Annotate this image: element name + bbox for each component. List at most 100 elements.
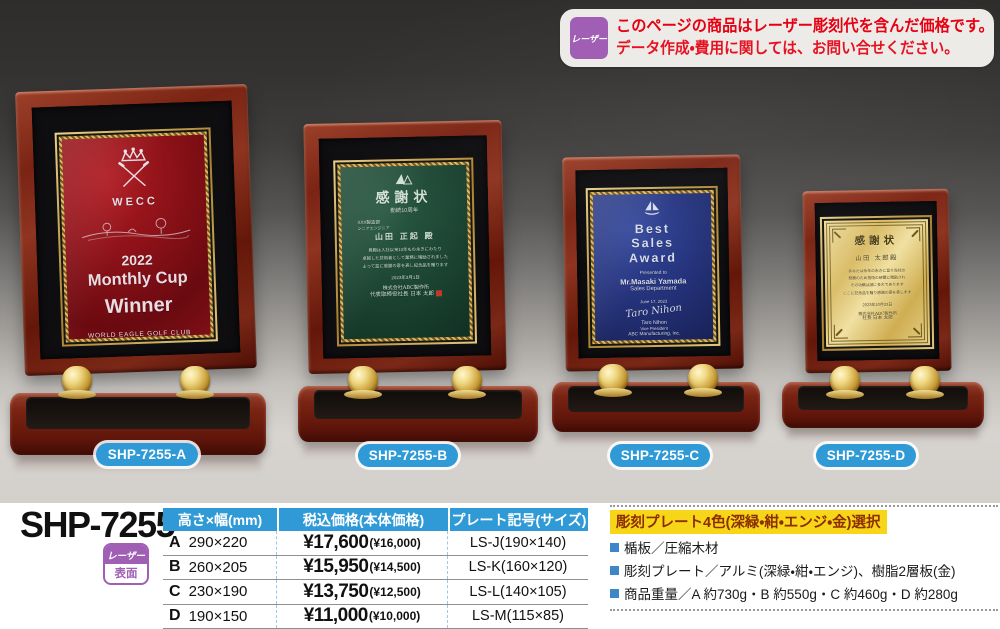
square-bullet-icon — [610, 589, 619, 598]
plate-d-body4: ここに記念品を贈り感謝の意を表します — [825, 289, 929, 298]
row-size: 230×190 — [189, 583, 248, 600]
gold-foot — [348, 366, 378, 396]
plate-d-signer: 社長 日本 太郎 — [826, 315, 930, 323]
plate-b: 感謝状 勤続10周年 XXX製造部 シニアエンジニア 山田 正起 殿 貴殿は入社… — [340, 165, 470, 340]
plate-b-subtitle: 勤続10周年 — [341, 206, 467, 216]
product-photo: レーザー このページの商品はレーザー彫刻代を含んだ価格です。 データ作成・費用に… — [0, 0, 1000, 503]
plate-d-title: 感謝状 — [824, 234, 928, 249]
plate-d-date: 2023年10月23日 — [825, 301, 929, 308]
product-d: 感謝状 山田 太郎殿 あなたは永年の永きに亘り当社の 発展のため技術の研鑽に精励… — [780, 186, 992, 472]
corner-ornament-icon — [908, 323, 922, 337]
row-price: ¥13,750 — [303, 581, 368, 603]
row-base-price: (¥16,000) — [369, 536, 420, 550]
plate-c-signature: Taro Nihon — [595, 299, 714, 326]
plate-b-date: 2023年3月1日 — [343, 274, 469, 282]
product-label-d-text: SHP-7255-D — [827, 448, 906, 463]
row-plate-code: LS-K(160×120) — [469, 559, 568, 575]
plate-d-body1: あなたは永年の永きに亘り当社の — [825, 267, 929, 276]
row-key: B — [169, 558, 181, 576]
header-size: 高さ×幅(mm) — [163, 508, 277, 531]
plate-c-title3: Award — [594, 250, 712, 266]
product-label-c-text: SHP-7255-C — [621, 448, 700, 463]
gold-foot — [598, 364, 628, 394]
row-base-price: (¥12,500) — [369, 585, 420, 599]
spec-note-item: 彫刻プレート／アルミ(深緑・紺・エンジ)、樹脂2層板(金) — [610, 560, 998, 580]
row-base-price: (¥14,500) — [369, 560, 420, 574]
product-label-c: SHP-7255-C — [610, 444, 710, 467]
plate-b-title: 感謝状 — [341, 189, 467, 209]
laser-badge-label: レーザー — [571, 32, 607, 45]
spec-note-item: 楯板／圧縮木材 — [610, 537, 998, 557]
seal-icon — [436, 291, 442, 297]
row-price: ¥15,950 — [303, 556, 368, 578]
corner-ornament-icon — [832, 229, 846, 243]
laser-surface-badge-bottom: 表面 — [105, 564, 147, 583]
plate-d-body3: その功績は誠に多大であります — [825, 281, 929, 290]
plate-c-title2: Sales — [594, 235, 712, 251]
corner-ornament-icon — [834, 325, 848, 339]
product-label-a: SHP-7255-A — [96, 443, 198, 466]
plaque-frame-d: 感謝状 山田 太郎殿 あなたは永年の永きに亘り当社の 発展のため技術の研鑽に精励… — [802, 189, 951, 374]
plaque-frame-b: 感謝状 勤続10周年 XXX製造部 シニアエンジニア 山田 正起 殿 貴殿は入社… — [303, 120, 506, 374]
crown-golf-clubs-icon — [106, 146, 162, 192]
laser-notice-line1: このページの商品はレーザー彫刻代を含んだ価格です。 — [616, 16, 994, 38]
row-plate-code: LS-L(140×105) — [469, 584, 566, 600]
plate-a-initials: WECC — [64, 194, 206, 213]
plate-c-name: Mr.Masaki Yamada — [594, 276, 712, 287]
engraved-border — [829, 224, 925, 342]
laser-surface-badge-top: レーザー — [105, 545, 147, 564]
spec-note-text: 商品重量／A 約730g・B 約550g・C 約460g・D 約280g — [624, 583, 958, 603]
spec-note-item: 商品重量／A 約730g・B 約550g・C 約460g・D 約280g — [610, 583, 998, 603]
product-a: WECC 2022 Monthly Cup W — [8, 85, 270, 480]
square-bullet-icon — [610, 543, 619, 552]
price-table-header: 高さ×幅(mm) 税込価格(本体価格) プレート記号(サイズ) — [163, 508, 588, 531]
row-key: C — [169, 583, 181, 601]
plaque-frame-c: Best Sales Award Presented to Mr.Masaki … — [562, 154, 744, 371]
row-size: 260×205 — [189, 559, 248, 576]
plate-b-dept: XXX製造部 — [357, 218, 467, 226]
gold-foot — [688, 364, 718, 394]
plate-b-company: 株式会社ABC製作所 — [343, 284, 469, 293]
plate-c-company: ABC Manufacturing, Inc. — [595, 331, 713, 339]
gold-foot — [910, 366, 940, 396]
plate-a-event: Monthly Cup — [66, 267, 209, 293]
gold-foot — [180, 366, 210, 396]
product-label-b: SHP-7255-B — [358, 444, 458, 467]
plate-b-name: 山田 正起 殿 — [342, 230, 468, 243]
row-base-price: (¥10,000) — [369, 609, 420, 623]
plate-b-role: シニアエンジニア — [358, 224, 468, 231]
spec-note-text: 彫刻プレート／アルミ(深緑・紺・エンジ)、樹脂2層板(金) — [624, 560, 956, 580]
golf-course-etching — [77, 212, 194, 246]
row-size: 190×150 — [189, 608, 248, 625]
plate-b-signer: 代表取締役社長 日本 太郎 — [343, 290, 469, 300]
row-key: A — [169, 534, 181, 552]
row-plate-code: LS-J(190×140) — [470, 535, 566, 551]
gold-foot — [830, 366, 860, 396]
table-row: B 260×205 ¥15,950(¥14,500) LS-K(160×120) — [163, 556, 588, 581]
header-plate: プレート記号(サイズ) — [448, 508, 588, 531]
base-d — [782, 382, 984, 428]
gold-foot — [452, 366, 482, 396]
plate-c: Best Sales Award Presented to Mr.Masaki … — [593, 193, 714, 341]
laser-notice-line2: データ作成・費用に関しては、お問い合せください。 — [616, 38, 994, 60]
product-c: Best Sales Award Presented to Mr.Masaki … — [548, 152, 770, 472]
plate-a: WECC 2022 Monthly Cup W — [62, 135, 211, 340]
plaque-mat-d: 感謝状 山田 太郎殿 あなたは永年の永きに亘り当社の 発展のため技術の研鑽に精励… — [815, 201, 940, 361]
spec-notes: 彫刻プレート4色(深緑・紺・エンジ・金)選択 楯板／圧縮木材 彫刻プレート／アル… — [610, 505, 998, 611]
row-plate-code: LS-M(115×85) — [472, 608, 564, 624]
plate-d: 感謝状 山田 太郎殿 あなたは永年の永きに亘り当社の 発展のため技術の研鑽に精励… — [824, 219, 930, 347]
plate-a-award: Winner — [67, 291, 210, 321]
plate-b-body3: よって茲に感謝の意を表し記念品を贈ります — [342, 261, 468, 272]
plate-a-year: 2022 — [66, 249, 209, 271]
plate-c-presented: Presented to — [594, 270, 712, 278]
square-bullet-icon — [610, 566, 619, 575]
gold-foot — [62, 366, 92, 396]
corner-ornament-icon — [906, 227, 920, 241]
product-label-b-text: SHP-7255-B — [369, 448, 448, 463]
plate-c-date: June 17, 2023 — [595, 298, 713, 305]
table-row: C 230×190 ¥13,750(¥12,500) LS-L(140×105) — [163, 580, 588, 605]
plate-b-body2: 卓越した技術者として業務に精励されました — [342, 253, 468, 264]
